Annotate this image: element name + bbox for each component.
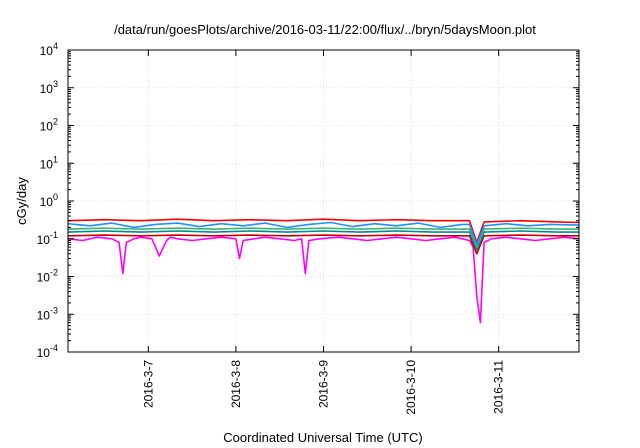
x-tick-label: 2016-3-9 — [317, 360, 331, 408]
series-line-4 — [67, 218, 580, 244]
y-tick-label: 104 — [40, 41, 58, 58]
series-layer — [67, 218, 580, 324]
y-tick-label: 10-2 — [37, 268, 58, 285]
x-axis-label: Coordinated Universal Time (UTC) — [223, 430, 422, 445]
y-tick-base: 10 — [37, 346, 51, 360]
y-tick-exponent: 3 — [53, 79, 58, 89]
x-tick-label: 2016-3-7 — [141, 360, 155, 408]
y-tick-exponent: 1 — [53, 154, 58, 164]
y-tick-exponent: 4 — [53, 41, 58, 51]
y-tick-base: 10 — [37, 308, 51, 322]
y-tick-base: 10 — [40, 157, 54, 171]
x-tick-label: 2016-3-10 — [404, 360, 418, 415]
series-line-0 — [67, 236, 580, 324]
y-tick-label: 10-4 — [37, 343, 58, 360]
y-tick-exponent: -2 — [50, 268, 58, 278]
series-line-2 — [67, 230, 579, 251]
series-line-1 — [67, 234, 579, 255]
x-tick-label: 2016-3-11 — [492, 360, 506, 414]
y-tick-base: 10 — [37, 271, 51, 285]
y-tick-exponent: 0 — [53, 192, 58, 202]
y-tick-label: 101 — [40, 154, 58, 171]
y-tick-exponent: -3 — [50, 305, 58, 315]
y-tick-base: 10 — [37, 233, 51, 247]
y-tick-label: 102 — [40, 117, 58, 134]
y-tick-base: 10 — [40, 195, 54, 209]
y-tick-base: 10 — [40, 82, 54, 96]
y-tick-exponent: -4 — [50, 343, 58, 353]
series-line-3 — [67, 227, 579, 248]
y-tick-base: 10 — [40, 120, 54, 134]
y-tick-exponent: 2 — [53, 117, 58, 127]
series-line-5 — [67, 221, 580, 246]
y-tick-label: 10-1 — [37, 230, 58, 247]
y-tick-base: 10 — [40, 44, 54, 58]
y-tick-label: 103 — [40, 79, 58, 96]
y-tick-label: 10-3 — [37, 305, 58, 322]
x-axis: 2016-3-7 2016-3-8 2016-3-9 2016-3-10 2016-3-… — [141, 50, 506, 415]
y-tick-exponent: -1 — [50, 230, 58, 240]
chart-title: /data/run/goesPlots/archive/2016-03-11/2… — [114, 22, 536, 37]
x-tick-label: 2016-3-8 — [229, 360, 243, 408]
y-axis-label: cGy/day — [14, 177, 29, 225]
y-tick-label: 100 — [40, 192, 58, 209]
